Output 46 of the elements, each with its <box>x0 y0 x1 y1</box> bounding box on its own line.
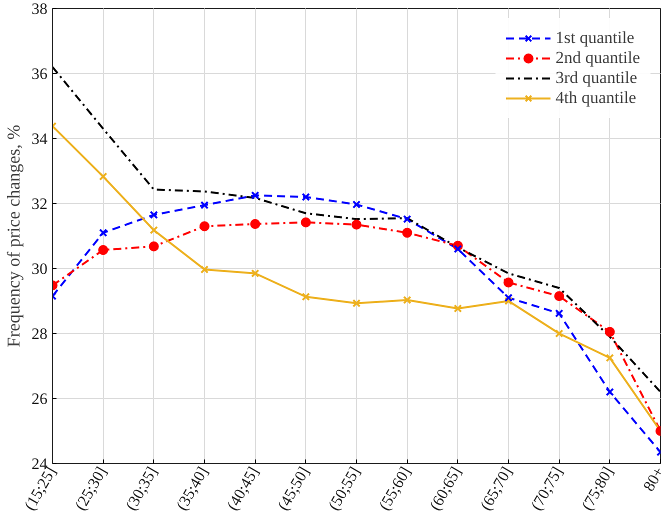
point <box>150 210 158 220</box>
point <box>402 214 412 224</box>
point <box>150 226 158 234</box>
point <box>200 200 209 210</box>
legend-label: 1st quantile <box>555 28 634 48</box>
point <box>352 220 362 230</box>
point <box>454 244 462 254</box>
point <box>554 329 564 338</box>
y-tick-label: 26 <box>32 391 48 408</box>
point <box>454 304 462 313</box>
legend-label: 2nd quantile <box>555 48 640 68</box>
point <box>504 277 514 288</box>
point <box>250 218 260 229</box>
legend-label: 4th quantile <box>555 88 636 108</box>
y-tick-label: 38 <box>32 1 48 18</box>
point <box>300 217 311 228</box>
point <box>148 241 159 252</box>
y-tick-label: 30 <box>32 261 48 278</box>
y-tick-label: 36 <box>32 66 48 83</box>
point <box>606 354 614 362</box>
point <box>352 200 361 209</box>
legend-label: 3rd quantile <box>555 68 638 88</box>
y-tick-label: 28 <box>32 326 48 343</box>
point <box>200 221 210 232</box>
point <box>554 291 564 302</box>
point <box>504 294 513 302</box>
point <box>250 269 260 278</box>
point <box>352 299 361 308</box>
point <box>604 326 615 337</box>
point <box>98 228 108 237</box>
point <box>250 191 260 200</box>
point <box>402 228 412 238</box>
point <box>200 265 209 274</box>
point <box>302 292 310 301</box>
y-axis-title: Frequency of price changes, % <box>4 124 24 348</box>
point <box>554 309 564 318</box>
y-tick-label: 32 <box>32 196 48 213</box>
y-tick-label: 24 <box>32 456 48 473</box>
point <box>504 296 513 306</box>
point <box>302 192 310 202</box>
point <box>98 244 108 255</box>
point <box>606 388 614 396</box>
y-tick-label: 34 <box>32 131 48 148</box>
point <box>98 172 108 181</box>
x-tick-label: 80+ <box>640 464 668 494</box>
point <box>402 296 412 304</box>
